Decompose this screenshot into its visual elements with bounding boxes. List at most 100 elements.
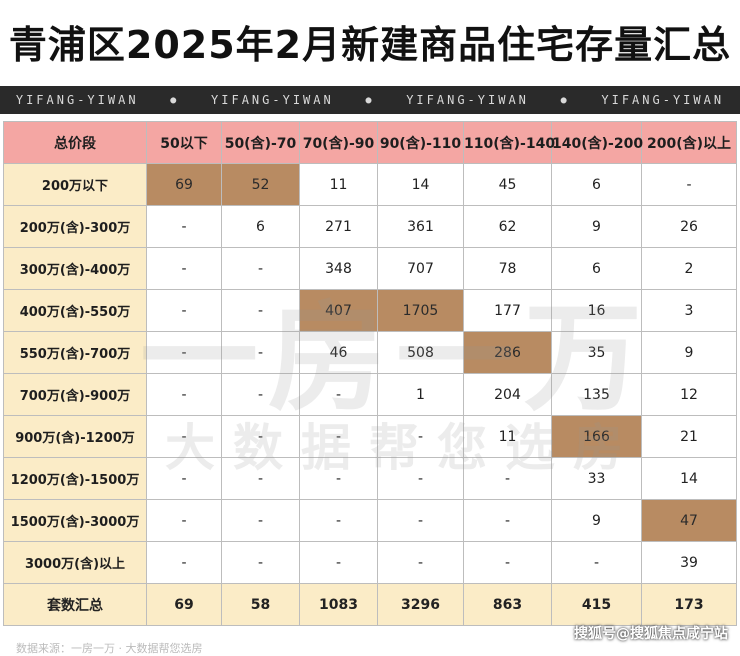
total-cell: 173 <box>641 583 737 626</box>
table-row: 400万(含)-550万 - -407 1705 177 16 3 <box>3 289 737 332</box>
banner-text: YIFANG-YIWAN <box>406 93 529 107</box>
table-header-row: 总价段 50以下 50(含)-70 70(含)-90 90(含)-110 110… <box>3 121 737 164</box>
row-label: 400万(含)-550万 <box>3 289 147 332</box>
table-cell: - <box>146 541 222 584</box>
column-header: 110(含)-140 <box>463 121 555 164</box>
table-cell: 1 <box>377 373 464 416</box>
table-cell: - <box>221 541 300 584</box>
table-row: 700万(含)-900万 - - -1 204 135 12 <box>3 373 737 416</box>
row-label: 700万(含)-900万 <box>3 373 147 416</box>
table-cell: 2 <box>641 247 737 290</box>
table-row: 300万(含)-400万 - -348 707 78 6 2 <box>3 247 737 290</box>
column-header: 140(含)-200 <box>551 121 643 164</box>
table-cell: 9 <box>551 499 642 542</box>
table-cell: 6 <box>551 247 642 290</box>
table-cell: - <box>146 415 222 458</box>
table-cell: - <box>299 415 378 458</box>
table-cell: - <box>377 499 464 542</box>
total-cell: 3296 <box>377 583 464 626</box>
row-label: 200万以下 <box>3 163 147 206</box>
table-cell: 11 <box>463 415 552 458</box>
table-cell: - <box>146 247 222 290</box>
table-cell: 508 <box>377 331 464 374</box>
highlighted-cell: 166 <box>551 415 642 458</box>
banner-dot-icon: ● <box>560 94 570 106</box>
inventory-table: 总价段 50以下 50(含)-70 70(含)-90 90(含)-110 110… <box>3 121 737 626</box>
table-cell: - <box>377 541 464 584</box>
banner-dot-icon: ● <box>170 94 180 106</box>
table-cell: - <box>221 373 300 416</box>
table-cell: 271 <box>299 205 378 248</box>
table-cell: - <box>299 499 378 542</box>
highlighted-cell: 286 <box>463 331 552 374</box>
table-cell: - <box>146 373 222 416</box>
row-label: 200万(含)-300万 <box>3 205 147 248</box>
row-label: 3000万(含)以上 <box>3 541 147 584</box>
banner-text: YIFANG-YIWAN <box>211 93 334 107</box>
total-cell: 1083 <box>299 583 378 626</box>
table-cell: - <box>299 457 378 500</box>
table-cell: - <box>146 205 222 248</box>
table-cell: - <box>221 331 300 374</box>
table-row: 3000万(含)以上 - - - - - -39 <box>3 541 737 584</box>
table-cell: 21 <box>641 415 737 458</box>
column-header: 200(含)以上 <box>641 121 737 164</box>
table-cell: 348 <box>299 247 378 290</box>
source-credit: 搜狐号@搜狐焦点咸宁站 <box>574 626 728 642</box>
row-label: 300万(含)-400万 <box>3 247 147 290</box>
table-cell: 6 <box>221 205 300 248</box>
row-label: 900万(含)-1200万 <box>3 415 147 458</box>
table-row: 200万(含)-300万 -6 271 361 62 9 26 <box>3 205 737 248</box>
table-cell: - <box>146 331 222 374</box>
total-cell: 69 <box>146 583 222 626</box>
table-cell: - <box>463 457 552 500</box>
table-body: 200万以下 69 52 11 14 45 6-200万(含)-300万 -6 271 361 62… <box>3 163 737 584</box>
column-header: 70(含)-90 <box>299 121 378 164</box>
highlighted-cell: 407 <box>299 289 378 332</box>
table-cell: - <box>221 247 300 290</box>
footer: 数据来源：一房一万 · 大数据帮您选房 搜狐号@搜狐焦点咸宁站 <box>0 626 740 655</box>
table-cell: - <box>463 499 552 542</box>
total-cell: 415 <box>551 583 642 626</box>
table-cell: 361 <box>377 205 464 248</box>
table-cell: - <box>641 163 737 206</box>
total-cell: 58 <box>221 583 300 626</box>
highlighted-cell: 47 <box>641 499 737 542</box>
banner-dot-icon: ● <box>365 94 375 106</box>
brand-banner: YIFANG-YIWAN ● YIFANG-YIWAN ● YIFANG-YIW… <box>0 86 740 114</box>
table-cell: - <box>551 541 642 584</box>
table-cell: 9 <box>551 205 642 248</box>
table-cell: 26 <box>641 205 737 248</box>
table-cell: - <box>463 541 552 584</box>
table-cell: 78 <box>463 247 552 290</box>
table-cell: 14 <box>641 457 737 500</box>
row-label: 1500万(含)-3000万 <box>3 499 147 542</box>
row-label: 550万(含)-700万 <box>3 331 147 374</box>
totals-label: 套数汇总 <box>3 583 147 626</box>
table-cell: - <box>299 373 378 416</box>
table-cell: 39 <box>641 541 737 584</box>
highlighted-cell: 69 <box>146 163 222 206</box>
table-cell: 35 <box>551 331 642 374</box>
table-row: 1500万(含)-3000万 - - - - -9 47 <box>3 499 737 542</box>
table-cell: 45 <box>463 163 552 206</box>
banner-text: YIFANG-YIWAN <box>601 93 725 107</box>
table-cell: 16 <box>551 289 642 332</box>
table-cell: - <box>299 541 378 584</box>
table-row: 900万(含)-1200万 - - - -11 166 21 <box>3 415 737 458</box>
table-cell: - <box>146 457 222 500</box>
footer-faint-text: 数据来源：一房一万 · 大数据帮您选房 <box>16 642 203 655</box>
table-cell: - <box>221 457 300 500</box>
table-row: 200万以下 69 52 11 14 45 6- <box>3 163 737 206</box>
column-header: 50以下 <box>146 121 222 164</box>
table-cell: - <box>221 415 300 458</box>
table-cell: 12 <box>641 373 737 416</box>
table-row: 550万(含)-700万 - -46 508 286 35 9 <box>3 331 737 374</box>
table-cell: 707 <box>377 247 464 290</box>
corner-label: 总价段 <box>3 121 147 164</box>
table-cell: 9 <box>641 331 737 374</box>
table-row: 1200万(含)-1500万 - - - - -33 14 <box>3 457 737 500</box>
highlighted-cell: 52 <box>221 163 300 206</box>
table-cell: 14 <box>377 163 464 206</box>
table-cell: 33 <box>551 457 642 500</box>
